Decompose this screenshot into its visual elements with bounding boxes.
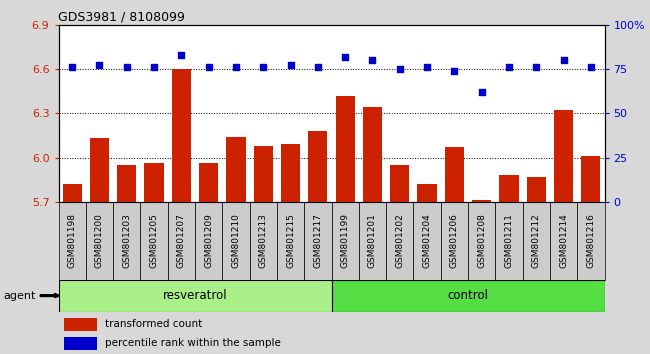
Point: [231, 64, 241, 70]
Bar: [495, 202, 523, 280]
Text: GSM801206: GSM801206: [450, 213, 459, 268]
Point: [586, 64, 596, 70]
Text: GSM801215: GSM801215: [286, 213, 295, 268]
Point: [340, 54, 350, 59]
Bar: [199, 164, 218, 202]
Point: [531, 64, 541, 70]
Bar: [250, 202, 277, 280]
Bar: [359, 202, 386, 280]
Text: control: control: [447, 289, 489, 302]
Point: [449, 68, 460, 74]
Bar: [413, 202, 441, 280]
Text: GDS3981 / 8108099: GDS3981 / 8108099: [58, 11, 185, 24]
Point: [94, 63, 105, 68]
Bar: [363, 107, 382, 202]
Bar: [58, 280, 332, 312]
Bar: [472, 200, 491, 202]
Text: GSM801207: GSM801207: [177, 213, 186, 268]
Bar: [445, 147, 464, 202]
Point: [504, 64, 514, 70]
Text: GSM801213: GSM801213: [259, 213, 268, 268]
Text: GSM801198: GSM801198: [68, 213, 77, 268]
Bar: [172, 69, 191, 202]
Point: [313, 64, 323, 70]
Point: [122, 64, 132, 70]
Text: GSM801211: GSM801211: [504, 213, 514, 268]
Text: GSM801202: GSM801202: [395, 213, 404, 268]
Point: [176, 52, 187, 58]
Text: GSM801205: GSM801205: [150, 213, 159, 268]
Point: [422, 64, 432, 70]
Text: GSM801204: GSM801204: [422, 213, 432, 268]
Text: GSM801217: GSM801217: [313, 213, 322, 268]
Bar: [113, 202, 140, 280]
Text: GSM801201: GSM801201: [368, 213, 377, 268]
Bar: [168, 202, 195, 280]
Bar: [550, 202, 577, 280]
Bar: [62, 184, 82, 202]
Bar: [277, 202, 304, 280]
Bar: [386, 202, 413, 280]
Bar: [222, 202, 250, 280]
Point: [367, 57, 378, 63]
Bar: [117, 165, 136, 202]
Point: [67, 64, 77, 70]
Bar: [308, 131, 328, 202]
Text: GSM801208: GSM801208: [477, 213, 486, 268]
Point: [395, 66, 405, 72]
Text: resveratrol: resveratrol: [162, 289, 228, 302]
Text: GSM801200: GSM801200: [95, 213, 104, 268]
Bar: [554, 110, 573, 202]
Bar: [335, 96, 355, 202]
Bar: [90, 138, 109, 202]
Bar: [499, 175, 519, 202]
Text: GSM801214: GSM801214: [559, 213, 568, 268]
Text: transformed count: transformed count: [105, 319, 202, 329]
Bar: [226, 137, 246, 202]
Bar: [64, 337, 97, 350]
Bar: [140, 202, 168, 280]
Text: GSM801212: GSM801212: [532, 213, 541, 268]
Bar: [86, 202, 113, 280]
Text: percentile rank within the sample: percentile rank within the sample: [105, 338, 281, 348]
Bar: [195, 202, 222, 280]
Bar: [144, 164, 164, 202]
Point: [558, 57, 569, 63]
Bar: [526, 177, 546, 202]
Bar: [58, 202, 86, 280]
Bar: [64, 318, 97, 331]
Text: GSM801203: GSM801203: [122, 213, 131, 268]
Bar: [468, 202, 495, 280]
Text: GSM801216: GSM801216: [586, 213, 595, 268]
Bar: [332, 202, 359, 280]
Bar: [304, 202, 332, 280]
Bar: [523, 202, 550, 280]
Point: [476, 89, 487, 95]
Bar: [332, 280, 604, 312]
Bar: [281, 144, 300, 202]
Bar: [390, 165, 410, 202]
Text: agent: agent: [3, 291, 36, 301]
Point: [285, 63, 296, 68]
Bar: [254, 146, 273, 202]
Bar: [581, 156, 601, 202]
Bar: [417, 184, 437, 202]
Point: [258, 64, 268, 70]
Bar: [441, 202, 468, 280]
Text: GSM801210: GSM801210: [231, 213, 240, 268]
Text: GSM801199: GSM801199: [341, 213, 350, 268]
Bar: [577, 202, 605, 280]
Point: [149, 64, 159, 70]
Point: [203, 64, 214, 70]
Text: GSM801209: GSM801209: [204, 213, 213, 268]
